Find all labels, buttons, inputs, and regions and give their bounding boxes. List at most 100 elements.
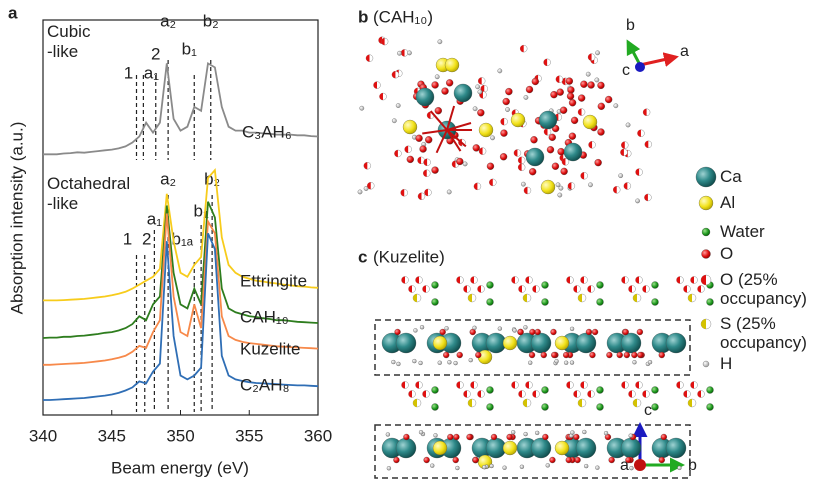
atom: [358, 190, 362, 194]
atom: [519, 391, 522, 398]
atom: [498, 69, 502, 73]
atom: [666, 438, 686, 458]
atom: [652, 404, 659, 411]
atom: [416, 135, 423, 142]
atom: [598, 103, 605, 110]
atom: [500, 130, 507, 137]
legend-label: Water: [720, 222, 823, 241]
atom: [588, 54, 592, 61]
atom: [576, 438, 596, 458]
atom: [482, 465, 486, 469]
atom: [621, 142, 625, 149]
atom: [597, 404, 604, 411]
atom: [618, 173, 622, 177]
atom: [561, 168, 568, 175]
atom: [507, 434, 513, 440]
atom: [632, 360, 636, 364]
axis-dot: [635, 62, 645, 72]
atom: [427, 112, 430, 119]
atom: [588, 391, 592, 398]
atom: [413, 294, 417, 302]
atom: [435, 75, 439, 79]
axis-name: c: [622, 62, 630, 79]
atom: [473, 326, 477, 330]
atom: [567, 93, 574, 100]
atom: [584, 464, 588, 468]
atom: [374, 82, 378, 89]
legend-swatch: [702, 250, 711, 259]
atom: [635, 199, 639, 203]
atom: [659, 352, 665, 358]
atom: [442, 88, 449, 95]
atom: [659, 457, 665, 463]
atom: [478, 77, 481, 84]
atom: [524, 187, 527, 194]
atom: [396, 103, 400, 107]
atom: [637, 130, 640, 137]
atom: [570, 361, 574, 365]
atom: [707, 404, 714, 411]
atom: [438, 40, 442, 44]
atom: [559, 186, 563, 190]
atom: [518, 164, 522, 171]
atom: [477, 109, 484, 116]
atom: [636, 169, 640, 176]
axis-dot: [634, 459, 646, 471]
atom: [386, 432, 390, 436]
atom: [677, 277, 681, 284]
atom: [629, 466, 633, 470]
atom: [592, 329, 598, 335]
legend-swatch: [702, 228, 710, 236]
atom: [636, 382, 639, 389]
atom: [424, 189, 427, 196]
atom: [392, 71, 395, 78]
atom: [570, 431, 574, 435]
atom: [606, 352, 612, 358]
atom: [539, 111, 557, 129]
atom: [529, 352, 535, 358]
legend-swatch: [703, 361, 709, 367]
atom: [652, 299, 659, 306]
atom: [560, 107, 567, 114]
atom: [581, 382, 585, 389]
atom: [511, 430, 515, 434]
peak-label: 2: [151, 44, 160, 63]
atom: [550, 329, 556, 335]
atom: [542, 434, 548, 440]
atom: [446, 79, 453, 86]
atom: [418, 193, 421, 200]
atom: [629, 286, 632, 293]
atom: [637, 352, 643, 358]
atom: [434, 433, 438, 437]
atom: [456, 158, 463, 165]
atom: [478, 391, 482, 398]
atom: [464, 286, 468, 293]
atom: [677, 382, 681, 389]
atom: [505, 107, 509, 111]
atom: [440, 329, 446, 335]
atom: [563, 352, 569, 358]
atom: [467, 434, 473, 440]
atom: [574, 391, 578, 398]
chart: a Beam energy (eV) Absorption intensity …: [0, 0, 823, 482]
atom: [652, 387, 659, 394]
atom: [569, 133, 576, 140]
atom: [474, 183, 477, 190]
atom: [416, 382, 419, 389]
atom: [432, 167, 439, 174]
atom: [614, 104, 618, 108]
atom: [396, 438, 416, 458]
atom: [397, 51, 401, 55]
panel-title: (Kuzelite): [373, 247, 445, 266]
figure: a Beam energy (eV) Absorption intensity …: [0, 0, 823, 482]
atom: [416, 88, 434, 106]
atom: [701, 319, 706, 329]
atom: [409, 286, 412, 293]
atom: [595, 78, 599, 82]
atom: [688, 294, 692, 302]
atom: [529, 168, 536, 175]
atom: [524, 432, 528, 436]
panel-label: a: [8, 3, 18, 22]
atom: [432, 81, 439, 88]
series-label: C₃AH₆: [242, 122, 292, 141]
